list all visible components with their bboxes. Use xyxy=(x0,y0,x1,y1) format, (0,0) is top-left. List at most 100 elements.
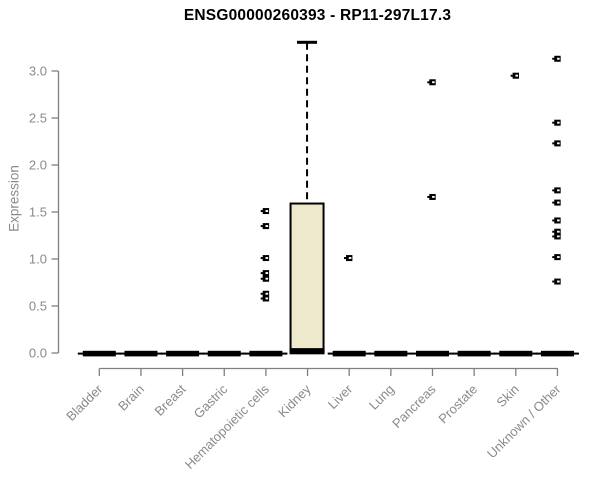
outlier-square-center xyxy=(557,57,560,60)
outlier-point xyxy=(260,275,270,282)
x-tick-label-11: Unknown / Other xyxy=(484,381,564,461)
outlier-square-center xyxy=(557,121,560,124)
outlier-point xyxy=(552,199,561,206)
outlier-point xyxy=(552,233,561,240)
outlier-point xyxy=(260,208,270,215)
outlier-square-center xyxy=(557,235,560,238)
zero-box xyxy=(124,350,158,357)
box-breast xyxy=(161,350,205,357)
outlier-nub xyxy=(260,257,263,260)
outlier-nub xyxy=(552,201,555,204)
outlier-nub xyxy=(552,57,555,60)
zero-box xyxy=(499,350,533,357)
outlier-point xyxy=(552,217,561,224)
box-kidney xyxy=(289,40,325,355)
x-tick-label-7: Lung xyxy=(366,382,397,413)
median-line xyxy=(289,348,325,355)
outlier-nub xyxy=(260,272,263,275)
outlier-nub xyxy=(260,292,263,295)
outlier-square-center xyxy=(348,257,352,259)
outlier-nub xyxy=(552,256,555,259)
zero-box xyxy=(82,350,116,357)
y-tick-label: 1.0 xyxy=(29,252,47,267)
outlier-square-center xyxy=(557,189,560,192)
y-tick-label: 0.0 xyxy=(29,346,47,361)
y-tick-label: 1.5 xyxy=(29,205,47,220)
x-tick-label-6: Liver xyxy=(325,381,356,412)
box-liver xyxy=(327,255,371,357)
zero-box xyxy=(540,350,574,357)
y-tick-label: 2.5 xyxy=(29,111,47,126)
zero-box xyxy=(332,350,366,357)
outlier-point xyxy=(344,255,353,262)
zero-box xyxy=(207,350,241,357)
outlier-nub xyxy=(427,81,430,84)
box-skin xyxy=(494,72,538,357)
outlier-square-center xyxy=(265,210,269,212)
outlier-point xyxy=(427,193,436,200)
outlier-nub xyxy=(552,189,555,192)
outlier-square-center xyxy=(432,81,435,84)
outlier-nub xyxy=(552,121,555,124)
outlier-nub xyxy=(552,142,555,145)
outlier-square-center xyxy=(265,272,269,274)
outlier-point xyxy=(552,254,561,261)
zero-box xyxy=(374,350,408,357)
outlier-square-center xyxy=(557,201,560,204)
outlier-square-center xyxy=(557,219,560,222)
outlier-square-center xyxy=(515,74,518,77)
x-tick-label-0: Bladder xyxy=(63,381,106,424)
x-tick-label-3: Gastric xyxy=(191,381,231,421)
outlier-point xyxy=(552,55,561,62)
outlier-nub xyxy=(552,230,555,233)
outlier-square-center xyxy=(557,142,560,145)
outlier-point xyxy=(260,223,270,230)
box-prostate xyxy=(452,350,496,357)
whisker-cap xyxy=(297,40,318,44)
chart-title: ENSG00000260393 - RP11-297L17.3 xyxy=(183,7,452,24)
y-tick-label: 0.5 xyxy=(29,299,47,314)
outlier-nub xyxy=(552,235,555,238)
zero-box xyxy=(166,350,200,357)
zero-box xyxy=(457,350,491,357)
outlier-square-center xyxy=(265,292,269,295)
outlier-square-center xyxy=(432,195,435,198)
y-tick-label: 2.0 xyxy=(29,158,47,173)
outlier-nub xyxy=(552,280,555,283)
x-tick-label-1: Brain xyxy=(115,382,147,414)
outlier-nub xyxy=(260,210,263,213)
box-pancreas xyxy=(411,79,454,357)
box-lung xyxy=(369,350,413,357)
outlier-square-center xyxy=(557,256,560,259)
x-tick-label-10: Skin xyxy=(493,382,521,410)
zero-box xyxy=(249,350,283,357)
outlier-nub xyxy=(260,225,263,228)
outlier-nub xyxy=(344,257,347,260)
outlier-point xyxy=(260,290,270,297)
outlier-point xyxy=(552,119,561,126)
outlier-point xyxy=(427,79,436,86)
outlier-point xyxy=(552,278,561,285)
outlier-point xyxy=(552,140,561,147)
x-tick-label-2: Breast xyxy=(152,381,189,418)
x-tick-label-5: Kidney xyxy=(275,381,314,420)
outlier-nub xyxy=(427,195,430,198)
x-tick-label-8: Pancreas xyxy=(389,381,439,431)
outlier-point xyxy=(552,228,561,235)
box-gastric xyxy=(202,350,246,357)
outlier-nub xyxy=(552,219,555,222)
outlier-square-center xyxy=(265,277,269,280)
zero-box xyxy=(416,350,449,357)
box-brain xyxy=(119,350,163,357)
box-hematopoietic-cells xyxy=(244,208,288,357)
outlier-nub xyxy=(260,277,263,280)
box-unknown-other xyxy=(535,55,579,357)
outlier-point xyxy=(552,187,561,194)
outlier-point xyxy=(260,270,270,277)
outlier-nub xyxy=(510,74,513,77)
outlier-square-center xyxy=(265,225,269,227)
box-rect xyxy=(289,202,325,353)
outlier-square-center xyxy=(557,280,560,283)
outlier-square-center xyxy=(265,297,269,300)
